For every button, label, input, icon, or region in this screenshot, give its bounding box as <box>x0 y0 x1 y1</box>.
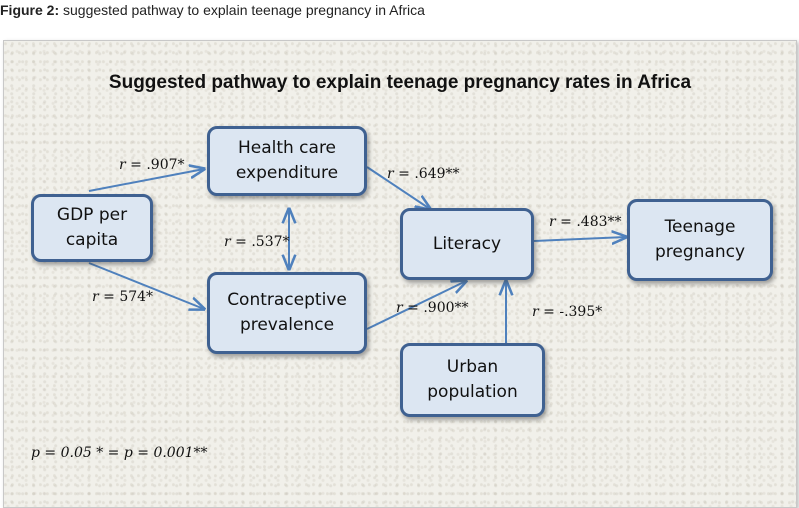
edge-label-urban-literacy: r = -.395* <box>532 304 603 320</box>
arrow-contraceptive-to-literacy <box>366 281 466 330</box>
edge-label-gdp-contraceptive: r = 574* <box>92 289 154 305</box>
diagram-title: Suggested pathway to explain teenage pre… <box>108 72 692 93</box>
edge-label-contraceptive-literacy: r = .900** <box>396 300 469 316</box>
edge-label-health-literacy: r = .649** <box>387 166 460 182</box>
figure-caption-text: suggested pathway to explain teenage pre… <box>59 2 425 18</box>
node-gdp-per-capita: GDP per capita <box>31 194 153 262</box>
significance-legend: p = 0.05 * = p = 0.001** <box>31 445 208 461</box>
node-urban-population: Urban population <box>400 343 545 417</box>
edge-label-gdp-health: r = .907* <box>119 157 185 173</box>
arrow-health-to-literacy <box>366 166 430 209</box>
node-contraceptive-prevalence: Contraceptive prevalence <box>207 272 367 354</box>
arrow-literacy-to-teenage <box>533 237 626 241</box>
arrow-gdp-to-health <box>88 169 204 192</box>
edge-label-health-contraceptive: r = .537* <box>224 234 290 250</box>
arrows-layer <box>88 41 796 343</box>
arrow-gdp-to-contraceptive <box>88 262 204 309</box>
diagram-panel: Suggested pathway to explain teenage pre… <box>3 40 797 508</box>
edge-label-literacy-teenage: r = .483** <box>549 214 622 230</box>
figure-caption: Figure 2: suggested pathway to explain t… <box>0 2 425 18</box>
node-literacy: Literacy <box>400 208 534 280</box>
node-health-care-expenditure: Health care expenditure <box>207 126 367 196</box>
node-teenage-pregnancy: Teenage pregnancy <box>627 199 773 281</box>
figure-caption-label: Figure 2: <box>0 2 60 18</box>
